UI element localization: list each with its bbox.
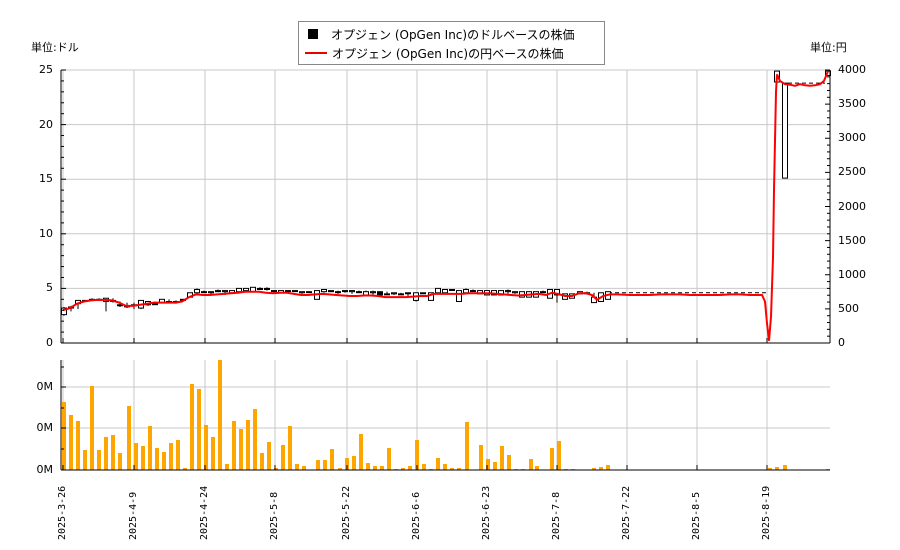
y-tick-right: 2000 [838, 199, 866, 213]
right-unit-label: 単位:円 [810, 41, 847, 54]
y-tick-left: 5 [46, 281, 53, 295]
y-tick-right: 1000 [838, 267, 866, 281]
y-tick-left: 0 [46, 336, 53, 349]
dashed-reference-lines [608, 82, 825, 294]
left-unit-label: 単位:ドル [31, 41, 79, 54]
x-tick-date: 2025-8-5 [691, 491, 702, 540]
y-tick-right: 2500 [838, 165, 866, 179]
legend: オプジェン (OpGen Inc)のドルベースの株価 オプジェン (OpGen … [298, 21, 605, 65]
black-square-icon [308, 29, 318, 39]
y-tick-volume: 0M [36, 421, 54, 434]
red-line-icon [305, 52, 327, 54]
y-tick-volume: 0M [36, 463, 54, 476]
y-tick-right: 0 [838, 336, 845, 349]
x-tick-date: 2025-5-8 [269, 491, 280, 540]
legend-dollar-label: オプジェン (OpGen Inc)のドルベースの株価 [331, 27, 575, 42]
legend-item-dollar: オプジェン (OpGen Inc)のドルベースの株価 [305, 25, 575, 43]
y-tick-right: 4000 [838, 63, 866, 76]
y-tick-right: 1500 [838, 233, 866, 247]
x-tick-date: 2025-7-22 [621, 485, 632, 540]
x-tick-date: 2025-8-19 [761, 485, 772, 540]
y-tick-volume: 0M [36, 380, 54, 393]
volume-bars [62, 360, 830, 470]
x-tick-date: 2025-4-24 [199, 485, 210, 540]
legend-yen-label: オプジェン (OpGen Inc)の円ベースの株価 [332, 46, 564, 61]
x-tick-date: 2025-6-23 [481, 485, 492, 540]
y-tick-left: 20 [39, 117, 53, 131]
axes [60, 69, 831, 471]
x-tick-date: 2025-6-6 [411, 491, 422, 540]
y-tick-right: 3500 [838, 97, 866, 111]
yen-price-line [62, 70, 829, 341]
x-tick-date: 2025-3-26 [57, 485, 68, 540]
y-tick-right: 500 [838, 301, 859, 315]
y-tick-left: 25 [39, 63, 53, 76]
y-tick-right: 3000 [838, 131, 866, 145]
x-tick-date: 2025-5-22 [341, 485, 352, 540]
x-tick-date: 2025-4-9 [128, 491, 139, 540]
legend-item-yen: オプジェン (OpGen Inc)の円ベースの株価 [305, 44, 564, 62]
y-tick-left: 15 [39, 172, 53, 186]
dollar-candlesticks [61, 70, 831, 316]
x-tick-date: 2025-7-8 [551, 491, 562, 540]
y-tick-left: 10 [39, 226, 53, 240]
